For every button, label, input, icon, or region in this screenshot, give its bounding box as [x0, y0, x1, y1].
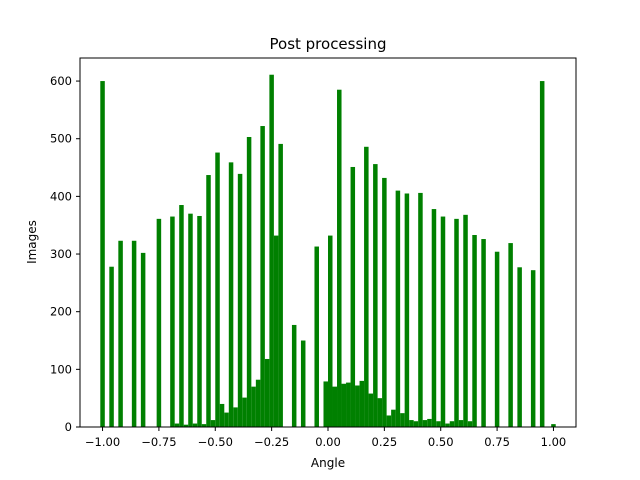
histogram-bar — [409, 420, 414, 427]
histogram-bar — [273, 235, 279, 427]
y-tick-label: 400 — [50, 189, 72, 203]
histogram-bar — [530, 270, 536, 427]
histogram-bar — [215, 152, 220, 427]
histogram-bar — [328, 235, 333, 427]
histogram-bar — [404, 193, 410, 427]
histogram-bar — [174, 423, 180, 427]
bars-group — [100, 74, 556, 428]
histogram-bar — [449, 421, 455, 427]
histogram-bar — [233, 407, 238, 427]
histogram-bar — [382, 177, 387, 427]
histogram-bar — [140, 252, 146, 427]
histogram-bar — [291, 324, 297, 427]
histogram-bar — [422, 420, 428, 427]
x-tick-label: 0.75 — [484, 435, 510, 449]
histogram-bar — [551, 424, 556, 427]
histogram-bar — [251, 386, 256, 427]
histogram-bar — [386, 415, 392, 427]
x-tick-label: −0.25 — [254, 435, 289, 449]
y-tick-label: 200 — [50, 305, 72, 319]
histogram-bar — [413, 421, 419, 427]
histogram-bar — [156, 218, 162, 427]
histogram-bar — [278, 143, 283, 427]
chart-title: Post processing — [270, 35, 387, 53]
histogram-bar — [467, 421, 473, 427]
y-tick-label: 0 — [65, 420, 72, 434]
histogram-bar — [539, 81, 545, 427]
histogram-bar — [481, 239, 486, 427]
y-axis: 0 100 200 300 400 500 600 — [50, 74, 80, 434]
histogram-bar — [300, 340, 306, 427]
histogram-bar — [373, 164, 378, 427]
y-tick-label: 300 — [50, 247, 72, 261]
histogram-bar — [368, 393, 374, 427]
histogram-bar — [395, 190, 401, 427]
histogram-bar — [118, 240, 123, 427]
x-axis-title: Angle — [311, 456, 345, 470]
histogram-bar — [219, 403, 225, 427]
histogram-bar — [210, 420, 216, 427]
y-tick-label: 600 — [50, 74, 72, 88]
histogram-bar — [494, 251, 500, 427]
histogram-bar — [314, 246, 319, 427]
histogram-bar — [192, 423, 198, 427]
histogram-bar — [445, 423, 450, 427]
histogram-bar — [323, 381, 328, 427]
histogram-bar — [418, 192, 423, 427]
histogram-bar — [109, 266, 114, 427]
histogram-bar — [364, 146, 369, 428]
histogram-bar — [197, 215, 202, 427]
histogram-bar — [458, 420, 464, 427]
histogram-bar — [170, 216, 175, 427]
histogram-bar — [508, 243, 513, 427]
y-tick-label: 500 — [50, 132, 72, 146]
y-tick-label: 100 — [50, 362, 72, 376]
histogram-bar — [269, 74, 274, 427]
histogram-bar — [100, 81, 105, 427]
y-axis-title: Images — [25, 220, 39, 264]
histogram-bar — [242, 397, 247, 427]
histogram-bar — [264, 358, 270, 427]
histogram-bar — [355, 385, 360, 427]
histogram-bar — [359, 380, 365, 428]
x-tick-label: 0.25 — [372, 435, 398, 449]
x-tick-label: 1.00 — [541, 435, 567, 449]
histogram-bar — [391, 409, 396, 427]
histogram-bar — [332, 386, 338, 427]
histogram-bar — [377, 398, 383, 427]
histogram-bar — [400, 413, 405, 427]
histogram-bar — [131, 240, 137, 427]
histogram-bar — [206, 175, 211, 427]
histogram-bar — [463, 214, 468, 427]
histogram-bar — [440, 216, 446, 427]
histogram-bar — [188, 213, 193, 427]
histogram-bar — [350, 166, 356, 427]
histogram-bar — [346, 382, 351, 427]
histogram-bar — [255, 379, 261, 427]
histogram-bar — [228, 162, 234, 428]
histogram-bar — [517, 267, 522, 427]
x-axis: −1.00 −0.75 −0.50 −0.25 0.00 0.25 0.50 0.75 1.00 — [85, 427, 566, 449]
histogram-bar — [179, 205, 184, 427]
histogram-bar — [431, 209, 437, 427]
histogram-bar — [436, 421, 441, 427]
histogram-bar — [246, 136, 252, 428]
histogram-bar — [201, 424, 207, 427]
histogram-bar — [472, 235, 477, 427]
histogram-bar — [183, 424, 189, 427]
histogram-bar — [237, 173, 243, 427]
x-tick-label: 0.00 — [315, 435, 341, 449]
histogram-bar — [224, 412, 229, 427]
x-tick-label: −0.75 — [141, 435, 176, 449]
x-tick-label: 0.50 — [428, 435, 454, 449]
histogram-bar — [341, 383, 347, 427]
x-tick-label: −1.00 — [85, 435, 120, 449]
x-tick-label: −0.50 — [198, 435, 233, 449]
histogram-bar — [337, 89, 342, 428]
histogram-bar — [454, 218, 459, 427]
histogram-bar — [260, 126, 265, 427]
histogram-bar — [427, 418, 432, 427]
